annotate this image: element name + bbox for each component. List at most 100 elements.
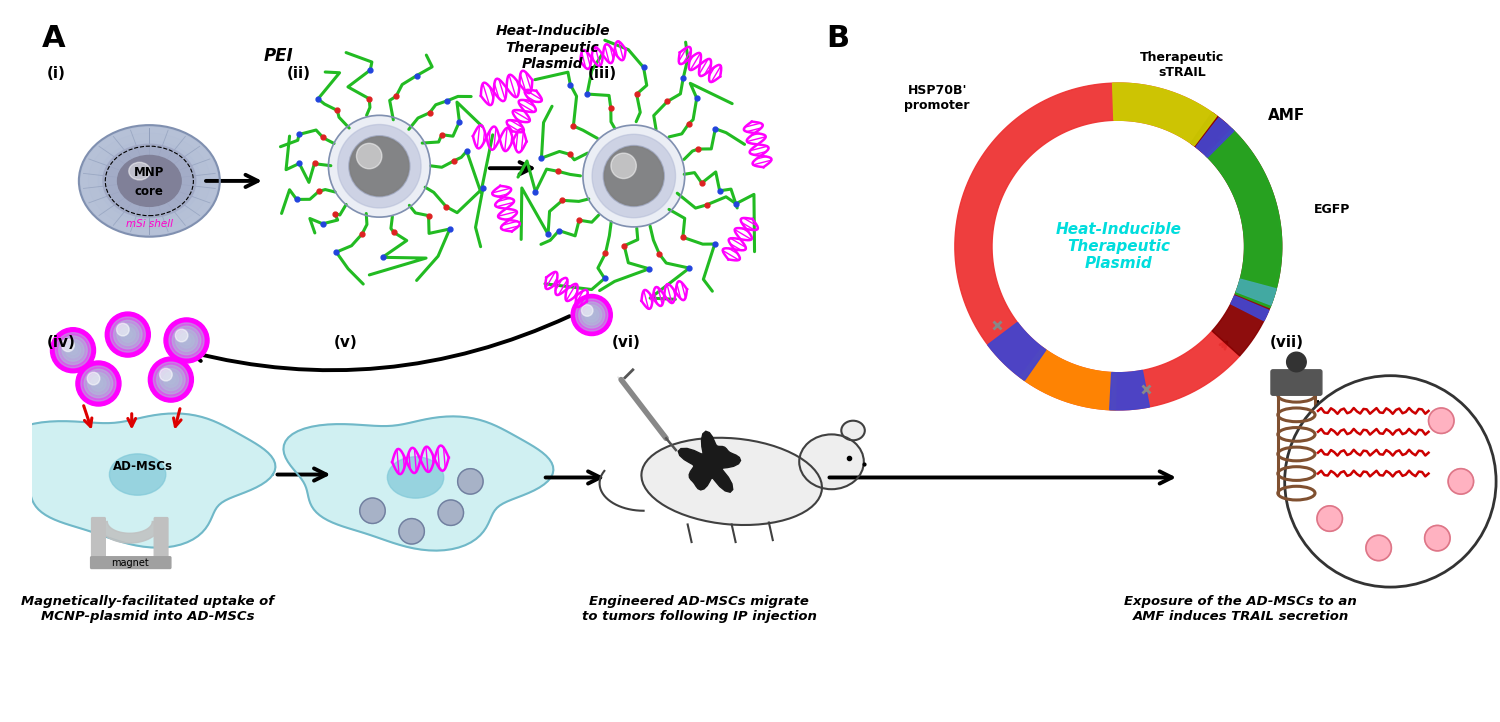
Ellipse shape: [129, 162, 150, 180]
Circle shape: [153, 362, 189, 397]
Circle shape: [114, 321, 142, 349]
Ellipse shape: [642, 438, 822, 525]
Circle shape: [438, 500, 464, 526]
Circle shape: [1284, 375, 1496, 587]
Text: mSi shell: mSi shell: [126, 219, 172, 229]
Circle shape: [90, 376, 106, 391]
Circle shape: [81, 366, 116, 401]
FancyBboxPatch shape: [90, 557, 171, 568]
Polygon shape: [1191, 113, 1281, 356]
Ellipse shape: [88, 133, 210, 229]
Text: HSP70B'
promoter: HSP70B' promoter: [904, 84, 970, 112]
Polygon shape: [1196, 118, 1234, 157]
Text: (i): (i): [46, 66, 66, 82]
Circle shape: [117, 323, 129, 336]
Circle shape: [399, 518, 424, 544]
Ellipse shape: [104, 144, 196, 217]
Text: (iii): (iii): [588, 66, 616, 82]
Polygon shape: [1305, 437, 1456, 523]
Circle shape: [56, 333, 90, 367]
Polygon shape: [1110, 370, 1149, 410]
Circle shape: [66, 342, 81, 358]
Circle shape: [176, 329, 188, 342]
Circle shape: [360, 498, 386, 523]
Circle shape: [76, 361, 122, 406]
Circle shape: [170, 323, 204, 358]
Polygon shape: [678, 431, 741, 492]
Circle shape: [120, 327, 135, 342]
Ellipse shape: [108, 148, 190, 214]
Ellipse shape: [98, 141, 201, 221]
Circle shape: [58, 336, 87, 365]
Circle shape: [584, 125, 684, 227]
Ellipse shape: [80, 126, 219, 235]
Circle shape: [350, 136, 410, 196]
Circle shape: [166, 375, 176, 384]
Circle shape: [110, 317, 146, 352]
Circle shape: [357, 144, 382, 169]
Circle shape: [51, 328, 96, 373]
Circle shape: [610, 153, 636, 178]
Polygon shape: [988, 323, 1046, 380]
Circle shape: [576, 299, 608, 331]
Text: MNP: MNP: [134, 165, 165, 178]
Text: (v): (v): [333, 334, 357, 349]
Ellipse shape: [117, 155, 182, 206]
FancyBboxPatch shape: [1270, 370, 1322, 395]
Text: Exposure of the AD-MSCs to an
AMF induces TRAIL secretion: Exposure of the AD-MSCs to an AMF induce…: [1125, 595, 1358, 623]
Circle shape: [160, 369, 182, 391]
Text: magnet: magnet: [111, 558, 148, 568]
Circle shape: [156, 365, 184, 394]
Circle shape: [123, 330, 132, 339]
Circle shape: [572, 295, 612, 336]
Text: (ii): (ii): [286, 66, 310, 82]
Circle shape: [592, 134, 675, 218]
FancyBboxPatch shape: [154, 518, 168, 561]
Circle shape: [591, 314, 592, 316]
Circle shape: [164, 372, 178, 387]
Text: Heat-Inducible
Therapeutic
Plasmid: Heat-Inducible Therapeutic Plasmid: [1056, 222, 1182, 271]
Text: EGFP: EGFP: [1314, 203, 1350, 216]
Text: AD-MSCs: AD-MSCs: [112, 460, 172, 473]
Text: AMF: AMF: [1268, 108, 1305, 123]
Circle shape: [1428, 408, 1454, 433]
Circle shape: [1366, 535, 1392, 561]
Circle shape: [579, 302, 604, 328]
Circle shape: [582, 305, 592, 316]
Circle shape: [105, 312, 150, 357]
Circle shape: [62, 339, 84, 361]
Circle shape: [69, 346, 78, 355]
Text: Engineered AD-MSCs migrate
to tumors following IP injection: Engineered AD-MSCs migrate to tumors fol…: [582, 595, 818, 623]
Circle shape: [94, 379, 104, 388]
FancyBboxPatch shape: [92, 518, 105, 561]
Circle shape: [350, 136, 410, 197]
Circle shape: [1425, 526, 1450, 551]
Polygon shape: [1206, 129, 1281, 308]
Circle shape: [172, 326, 201, 355]
Circle shape: [1287, 352, 1306, 372]
Circle shape: [170, 378, 172, 380]
Text: (vii): (vii): [1270, 334, 1304, 349]
Polygon shape: [98, 521, 162, 543]
Circle shape: [182, 336, 190, 345]
Polygon shape: [6, 414, 276, 548]
Ellipse shape: [842, 421, 866, 440]
Circle shape: [582, 305, 602, 325]
Circle shape: [164, 318, 209, 363]
Circle shape: [328, 116, 430, 217]
Text: PEI: PEI: [264, 46, 294, 64]
Text: Magnetically-facilitated uptake of
MCNP-plasmid into AD-MSCs: Magnetically-facilitated uptake of MCNP-…: [21, 595, 274, 623]
Polygon shape: [1232, 296, 1269, 321]
Circle shape: [186, 339, 188, 342]
Circle shape: [87, 373, 109, 394]
Polygon shape: [1236, 279, 1276, 305]
Text: Therapeutic
sTRAIL: Therapeutic sTRAIL: [1140, 51, 1224, 79]
Circle shape: [159, 368, 172, 381]
Circle shape: [585, 308, 598, 322]
Circle shape: [603, 145, 664, 206]
Polygon shape: [1113, 83, 1216, 146]
Circle shape: [98, 383, 99, 385]
Circle shape: [178, 333, 194, 348]
Circle shape: [72, 349, 74, 352]
Circle shape: [604, 147, 663, 206]
